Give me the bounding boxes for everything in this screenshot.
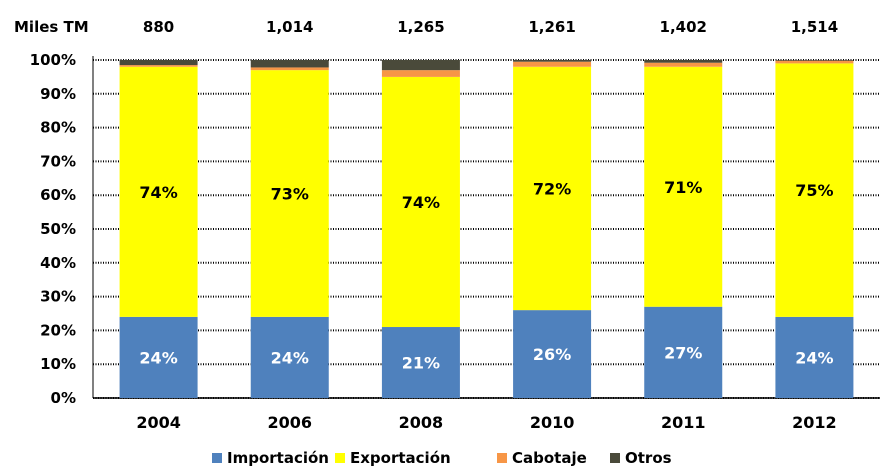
data-label: 26% xyxy=(533,345,571,364)
y-axis: 0% 10% 20% 30% 40% 50% 60% 70% 80% 90% 100% xyxy=(30,51,880,407)
legend-swatch xyxy=(212,453,222,463)
y-tick-label: 90% xyxy=(40,85,76,103)
bar-segment xyxy=(119,316,198,398)
bar-segment xyxy=(775,63,854,317)
data-label: 74% xyxy=(139,183,177,202)
legend-label: Exportación xyxy=(350,449,451,467)
data-label: 72% xyxy=(533,179,571,198)
bar-segment xyxy=(644,66,723,307)
total-label: 880 xyxy=(143,18,174,36)
data-label: 24% xyxy=(139,348,177,367)
gridlines xyxy=(93,59,880,399)
y-tick-label: 20% xyxy=(40,321,76,339)
legend: Importación Exportación Cabotaje Otros xyxy=(212,449,672,467)
legend-label: Importación xyxy=(227,449,329,467)
x-tick-label: 2012 xyxy=(792,413,837,432)
bars: 24% 74% 24% 73% 21% 74% 26% 72% 27% 71% 24% 75% xyxy=(119,60,854,398)
bar-segment xyxy=(381,76,460,328)
y-tick-label: 50% xyxy=(40,220,76,238)
bar-segment xyxy=(250,60,329,68)
bar-segment xyxy=(250,67,329,71)
x-tick-label: 2004 xyxy=(136,413,181,432)
total-label: 1,402 xyxy=(660,18,707,36)
legend-swatch xyxy=(497,453,507,463)
bar-segment xyxy=(644,60,723,63)
data-label: 71% xyxy=(664,178,702,197)
bar-segment xyxy=(250,316,329,398)
bar-segment xyxy=(513,310,592,398)
bar-segment xyxy=(644,306,723,398)
bar-segment xyxy=(775,60,854,64)
bar-segment xyxy=(644,62,723,67)
y-tick-label: 70% xyxy=(40,152,76,170)
data-label: 24% xyxy=(271,348,309,367)
y-tick-label: 80% xyxy=(40,119,76,137)
legend-label: Cabotaje xyxy=(512,449,587,467)
y-tick-label: 30% xyxy=(40,288,76,306)
data-label: 27% xyxy=(664,343,702,362)
header-label: Miles TM xyxy=(14,18,89,36)
bar-segment xyxy=(513,61,592,67)
y-tick-label: 0% xyxy=(51,389,76,407)
bar-segment xyxy=(119,65,198,67)
y-tick-label: 40% xyxy=(40,254,76,272)
bar-segment xyxy=(250,70,329,317)
data-label: 74% xyxy=(402,193,440,212)
data-label: 24% xyxy=(795,348,833,367)
legend-label: Otros xyxy=(625,449,672,467)
bar-segment xyxy=(513,60,592,62)
y-tick-label: 100% xyxy=(30,51,76,69)
bar-segment xyxy=(381,327,460,398)
data-label: 75% xyxy=(795,181,833,200)
bar-segment xyxy=(513,66,592,311)
x-tick-label: 2008 xyxy=(399,413,444,432)
data-label: 73% xyxy=(271,185,309,204)
y-tick-label: 60% xyxy=(40,186,76,204)
bar-segment xyxy=(119,60,198,66)
totals-row: 880 1,014 1,265 1,261 1,402 1,514 xyxy=(143,18,838,36)
legend-swatch xyxy=(610,453,620,463)
bar-segment xyxy=(119,66,198,317)
bar-segment xyxy=(775,60,854,61)
x-tick-label: 2006 xyxy=(267,413,312,432)
x-tick-label: 2011 xyxy=(661,413,706,432)
total-label: 1,014 xyxy=(266,18,313,36)
bar-segment xyxy=(381,70,460,77)
bar-segment xyxy=(381,60,460,71)
total-label: 1,265 xyxy=(397,18,444,36)
x-axis: 2004 2006 2008 2010 2011 2012 xyxy=(136,413,836,432)
legend-swatch xyxy=(335,453,345,463)
bar-segment xyxy=(775,316,854,398)
total-label: 1,261 xyxy=(528,18,575,36)
y-tick-label: 10% xyxy=(40,355,76,373)
x-tick-label: 2010 xyxy=(530,413,575,432)
data-label: 21% xyxy=(402,354,440,373)
total-label: 1,514 xyxy=(791,18,838,36)
